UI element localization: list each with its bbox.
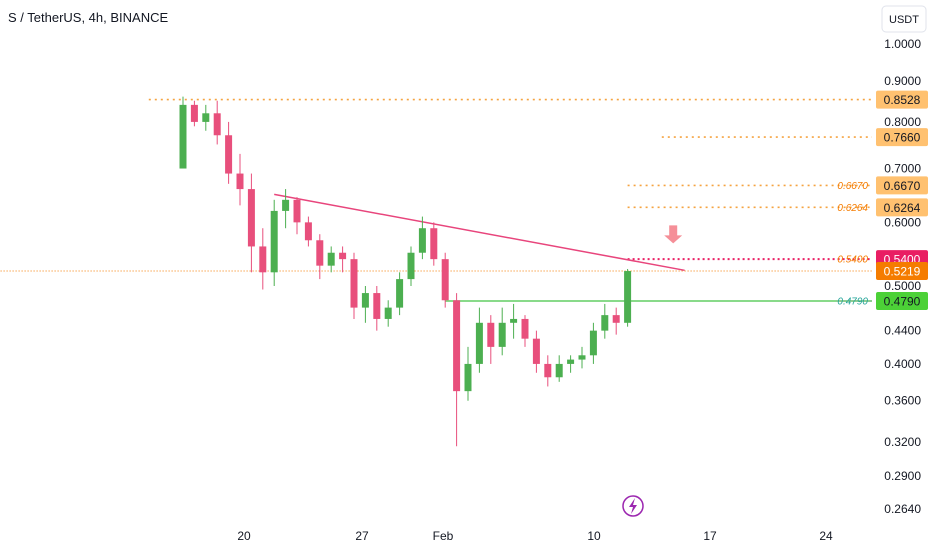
level-label-6: 0.4790 xyxy=(837,296,868,307)
candle-body-11[interactable] xyxy=(304,222,312,241)
price-badge-text-5: 0.5219 xyxy=(884,265,921,279)
candle-body-20[interactable] xyxy=(407,252,415,280)
candle-body-0[interactable] xyxy=(179,104,187,169)
candle-body-7[interactable] xyxy=(259,246,267,273)
price-badge-1 xyxy=(876,128,928,147)
lightning-bolt-icon xyxy=(629,498,637,514)
candle-body-22[interactable] xyxy=(430,228,438,260)
candle-body-9[interactable] xyxy=(282,199,290,211)
y-tick-label-6: 0.4400 xyxy=(884,324,921,338)
candle-body-30[interactable] xyxy=(521,318,529,339)
y-tick-label-8: 0.3600 xyxy=(884,394,921,408)
candle-body-34[interactable] xyxy=(567,359,575,364)
lightning-button[interactable] xyxy=(622,495,644,517)
candle-body-6[interactable] xyxy=(247,189,255,247)
chart-title: S / TetherUS, 4h, BINANCE xyxy=(8,10,168,25)
candle-body-37[interactable] xyxy=(601,315,609,331)
x-tick-label-2: Feb xyxy=(433,529,454,543)
candle-body-24[interactable] xyxy=(453,300,461,392)
y-tick-label-3: 0.7000 xyxy=(884,162,921,176)
y-tick-label-9: 0.3200 xyxy=(884,435,921,449)
candle-body-8[interactable] xyxy=(270,210,278,273)
candle-body-17[interactable] xyxy=(373,293,381,319)
currency-button[interactable]: USDT xyxy=(881,5,927,33)
price-badge-text-3: 0.6264 xyxy=(884,201,921,215)
x-tick-label-0: 20 xyxy=(237,529,251,543)
candle-body-25[interactable] xyxy=(464,363,472,392)
candle-body-23[interactable] xyxy=(441,259,449,301)
y-tick-label-5: 0.5000 xyxy=(884,279,921,293)
price-badge-text-1: 0.7660 xyxy=(884,131,921,145)
y-tick-label-10: 0.2900 xyxy=(884,469,921,483)
candle-body-29[interactable] xyxy=(510,318,518,323)
candle-body-33[interactable] xyxy=(555,363,563,378)
candle-body-4[interactable] xyxy=(225,135,233,174)
candle-body-26[interactable] xyxy=(475,322,483,364)
y-tick-label-11: 0.2640 xyxy=(884,502,921,516)
candle-body-27[interactable] xyxy=(487,322,495,347)
candle-body-18[interactable] xyxy=(384,307,392,319)
currency-label[interactable]: USDT xyxy=(889,14,919,26)
candle-body-10[interactable] xyxy=(293,199,301,223)
x-tick-label-4: 17 xyxy=(703,529,717,543)
candle-body-1[interactable] xyxy=(190,104,198,122)
candle-body-31[interactable] xyxy=(532,338,540,364)
resistance-trendline[interactable] xyxy=(274,193,685,272)
price-badge-5 xyxy=(876,262,928,281)
currency-button-frame[interactable] xyxy=(881,5,927,33)
candle-body-39[interactable] xyxy=(624,271,632,323)
candle-body-19[interactable] xyxy=(396,279,404,308)
candlesticks[interactable] xyxy=(179,96,632,447)
candle-body-28[interactable] xyxy=(498,322,506,347)
candle-body-14[interactable] xyxy=(339,252,347,260)
price-badge-2 xyxy=(876,176,928,195)
price-badge-text-6: 0.4790 xyxy=(884,294,921,308)
down-arrow-icon[interactable] xyxy=(664,225,683,244)
candle-body-36[interactable] xyxy=(589,330,597,356)
x-tick-label-5: 24 xyxy=(819,529,833,543)
candle-body-38[interactable] xyxy=(612,315,620,323)
candle-body-3[interactable] xyxy=(213,113,221,136)
candle-body-13[interactable] xyxy=(327,252,335,266)
price-badge-6 xyxy=(876,291,928,310)
y-tick-label-1: 0.9000 xyxy=(884,74,921,88)
candle-body-35[interactable] xyxy=(578,355,586,360)
price-badge-3 xyxy=(876,198,928,217)
time-axis[interactable]: 20 27 Feb 10 17 24 xyxy=(237,529,833,543)
candle-body-32[interactable] xyxy=(544,363,552,378)
annotations xyxy=(664,225,683,244)
y-tick-label-4: 0.6000 xyxy=(884,215,921,229)
level-label-3: 0.6264 xyxy=(837,203,868,214)
price-badge-text-0: 0.8528 xyxy=(884,93,921,107)
price-badge-0 xyxy=(876,90,928,109)
candle-body-21[interactable] xyxy=(418,228,426,253)
candle-body-5[interactable] xyxy=(236,173,244,190)
candle-body-15[interactable] xyxy=(350,259,358,308)
price-badge-text-2: 0.6670 xyxy=(884,179,921,193)
candle-body-16[interactable] xyxy=(361,293,369,308)
level-label-2: 0.6670 xyxy=(837,181,868,192)
price-axis[interactable]: 1.0000 0.9000 0.8000 0.7000 0.6000 0.5000 0.44… xyxy=(884,37,921,516)
y-tick-label-2: 0.8000 xyxy=(884,115,921,129)
trend-lines xyxy=(274,193,836,302)
price-badges: 0.85280.76600.66700.62640.54000.52190.47… xyxy=(876,90,928,310)
level-label-4: 0.5400 xyxy=(837,255,868,266)
y-tick-label-0: 1.0000 xyxy=(884,37,921,51)
x-tick-label-3: 10 xyxy=(587,529,601,543)
candle-body-12[interactable] xyxy=(316,240,324,266)
candle-body-2[interactable] xyxy=(202,113,210,122)
y-tick-label-7: 0.4000 xyxy=(884,357,921,371)
x-tick-label-1: 27 xyxy=(355,529,369,543)
